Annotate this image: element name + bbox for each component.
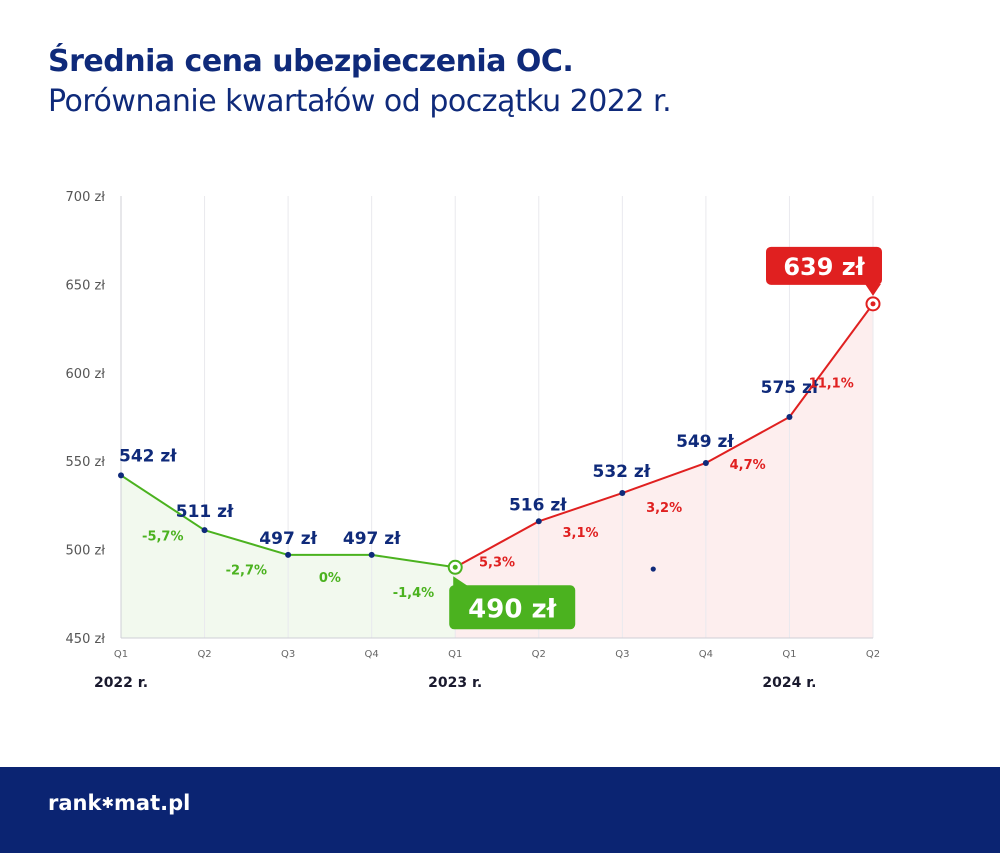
pct-change-label: 4,7% xyxy=(730,458,766,473)
max-callout-label: 639 zł xyxy=(783,253,865,281)
min-point-center xyxy=(452,564,458,570)
logo-text-start: rank xyxy=(48,791,102,815)
series-line-segment xyxy=(204,529,289,556)
logo-text-end: mat.pl xyxy=(114,791,191,815)
value-label: 532 zł xyxy=(593,462,651,482)
series-line-segment xyxy=(454,520,540,569)
page-title: Średnia cena ubezpieczenia OC. xyxy=(48,44,574,79)
year-label: 2022 r. xyxy=(94,675,148,691)
max-point-center xyxy=(870,301,876,307)
x-tick-label: Q3 xyxy=(615,649,629,660)
pct-change-label: -1,4% xyxy=(393,586,434,601)
value-label: 497 zł xyxy=(259,529,317,549)
x-tick-label: Q4 xyxy=(699,649,713,660)
x-tick-label: Q1 xyxy=(448,649,462,660)
value-label: 497 zł xyxy=(343,529,401,549)
y-tick-label: 700 zł xyxy=(66,190,106,205)
pct-change-label: -2,7% xyxy=(226,564,267,579)
year-label: 2024 r. xyxy=(762,675,816,691)
data-point xyxy=(285,551,292,558)
pct-change-label: 11,1% xyxy=(809,376,854,391)
series-line-segment xyxy=(371,553,456,569)
y-tick-label: 550 zł xyxy=(66,455,106,470)
pct-change-label: 3,1% xyxy=(563,526,599,541)
data-point xyxy=(368,551,375,558)
value-label: 549 zł xyxy=(676,432,734,452)
x-tick-label: Q2 xyxy=(197,649,211,660)
data-point xyxy=(201,527,208,534)
stray-data-point xyxy=(650,566,656,572)
value-label: 511 zł xyxy=(176,502,234,522)
x-tick-label: Q1 xyxy=(114,649,128,660)
x-tick-label: Q2 xyxy=(532,649,546,660)
value-label: 575 zł xyxy=(761,378,819,398)
area-fill-increase xyxy=(455,303,873,638)
value-label: 542 zł xyxy=(119,446,177,466)
y-tick-label: 500 zł xyxy=(66,544,106,559)
pct-change-label: 5,3% xyxy=(479,555,515,570)
series-line-segment xyxy=(788,303,874,418)
page-subtitle: Porównanie kwartałów od początku 2022 r. xyxy=(48,84,672,119)
series-line-segment xyxy=(538,492,623,523)
pct-change-label: 3,2% xyxy=(646,501,682,516)
year-label: 2023 r. xyxy=(428,675,482,691)
pct-change-label: 0% xyxy=(319,571,341,586)
data-point xyxy=(118,472,124,479)
series-line-segment xyxy=(705,416,790,464)
x-tick-label: Q3 xyxy=(281,649,295,660)
price-line-chart: 450 zł 500 zł 550 zł 600 zł 650 zł 700 zł Q1 Q2… xyxy=(66,190,882,691)
data-point xyxy=(702,459,709,466)
y-tick-label: 650 zł xyxy=(66,278,106,293)
min-callout-label: 490 zł xyxy=(468,594,557,624)
x-tick-label: Q1 xyxy=(782,649,796,660)
min-callout-box xyxy=(449,585,576,630)
x-tick-label: Q4 xyxy=(365,649,379,660)
footer-bar: rank✱mat.pl xyxy=(0,767,1000,853)
data-point xyxy=(619,490,626,497)
min-callout-pointer xyxy=(453,576,469,587)
y-tick-label: 600 zł xyxy=(66,367,106,382)
max-callout-pointer xyxy=(865,283,881,296)
logo-mark-icon: ✱ xyxy=(101,794,115,812)
data-point xyxy=(535,518,542,525)
pct-change-label: -5,7% xyxy=(142,530,183,545)
value-label: 516 zł xyxy=(509,495,567,515)
series-line-segment xyxy=(120,474,206,531)
max-callout-box xyxy=(766,246,882,285)
brand-logo: rank✱mat.pl xyxy=(48,791,190,815)
series-line-segment xyxy=(621,462,707,494)
x-tick-label: Q2 xyxy=(866,649,880,660)
y-tick-label: 450 zł xyxy=(66,632,106,647)
data-point xyxy=(786,414,793,420)
